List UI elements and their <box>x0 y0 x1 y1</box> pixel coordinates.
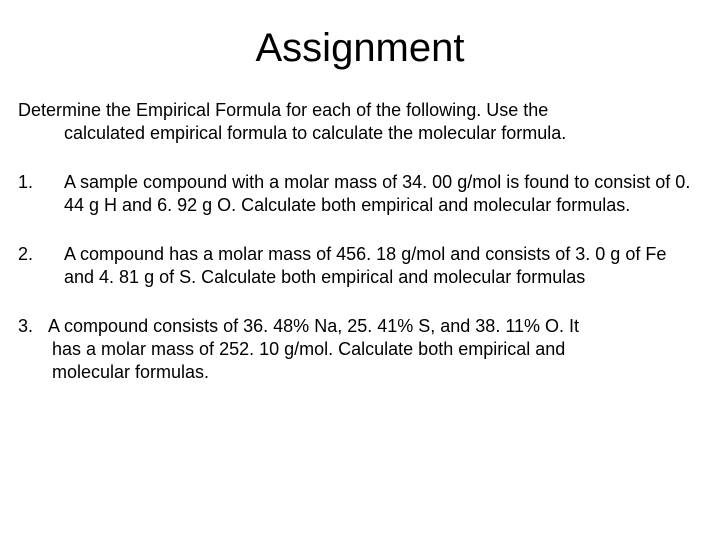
slide-title: Assignment <box>18 26 702 71</box>
item-text: A compound has a molar mass of 456. 18 g… <box>64 243 702 289</box>
intro-line-2: calculated empirical formula to calculat… <box>18 122 702 145</box>
list-item: 2. A compound has a molar mass of 456. 1… <box>18 243 702 289</box>
item3-first-line: 3. A compound consists of 36. 48% Na, 25… <box>18 316 579 336</box>
intro-paragraph: Determine the Empirical Formula for each… <box>18 99 702 145</box>
item-number: 2. <box>18 243 64 289</box>
item3-line3: molecular formulas. <box>18 361 702 384</box>
item-number: 1. <box>18 171 64 217</box>
list-item: 3. A compound consists of 36. 48% Na, 25… <box>18 315 702 384</box>
slide: Assignment Determine the Empirical Formu… <box>0 0 720 540</box>
item-text: A sample compound with a molar mass of 3… <box>64 171 702 217</box>
item3-line1: A compound consists of 36. 48% Na, 25. 4… <box>48 316 579 336</box>
intro-line-1: Determine the Empirical Formula for each… <box>18 100 548 120</box>
item-number: 3. <box>18 316 33 336</box>
item3-line2: has a molar mass of 252. 10 g/mol. Calcu… <box>18 338 702 361</box>
list-item: 1. A sample compound with a molar mass o… <box>18 171 702 217</box>
